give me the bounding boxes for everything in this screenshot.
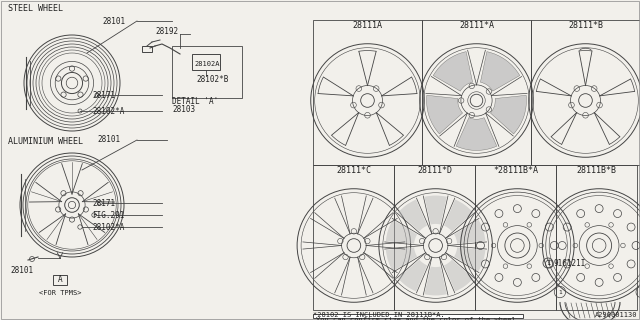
Text: <FOR TPMS>: <FOR TPMS> bbox=[39, 290, 81, 296]
Bar bbox=[53, 275, 67, 285]
Text: A: A bbox=[58, 276, 62, 284]
Text: 28111A: 28111A bbox=[353, 21, 383, 30]
Bar bbox=[313, 314, 523, 318]
Text: *28111B*A: *28111B*A bbox=[493, 166, 538, 175]
Text: 28111*C: 28111*C bbox=[336, 166, 371, 175]
Bar bbox=[556, 165, 637, 310]
Text: 28103: 28103 bbox=[172, 105, 195, 114]
Wedge shape bbox=[386, 220, 417, 244]
Wedge shape bbox=[456, 118, 497, 150]
Wedge shape bbox=[424, 267, 447, 295]
Bar bbox=[475, 165, 556, 310]
Wedge shape bbox=[481, 52, 520, 91]
Bar bbox=[142, 46, 152, 52]
Text: 28101: 28101 bbox=[10, 266, 33, 275]
Text: 28111B*B: 28111B*B bbox=[577, 166, 616, 175]
Text: FIG.291: FIG.291 bbox=[92, 211, 124, 220]
Wedge shape bbox=[386, 247, 417, 271]
Text: 28101: 28101 bbox=[97, 135, 120, 145]
Text: 28111*B: 28111*B bbox=[568, 21, 603, 30]
Text: A290001130: A290001130 bbox=[595, 312, 637, 318]
Text: 28171: 28171 bbox=[92, 198, 115, 207]
Wedge shape bbox=[454, 220, 485, 244]
Text: 28102A: 28102A bbox=[194, 61, 220, 67]
Bar bbox=[313, 20, 422, 165]
Text: 28171: 28171 bbox=[92, 91, 115, 100]
Wedge shape bbox=[490, 95, 527, 134]
Bar bbox=[192, 54, 220, 70]
Text: *28102 IS INCLUDED IN 28111B*A.: *28102 IS INCLUDED IN 28111B*A. bbox=[313, 312, 445, 318]
Text: 28102*A: 28102*A bbox=[92, 107, 124, 116]
Text: DETAIL 'A': DETAIL 'A' bbox=[172, 97, 218, 106]
Text: 28101: 28101 bbox=[102, 17, 125, 26]
Wedge shape bbox=[433, 52, 472, 91]
Text: 1: 1 bbox=[546, 260, 550, 266]
Wedge shape bbox=[398, 260, 427, 292]
Wedge shape bbox=[454, 247, 485, 271]
Bar bbox=[422, 20, 531, 165]
Text: 28192: 28192 bbox=[155, 27, 178, 36]
Wedge shape bbox=[444, 200, 474, 231]
Text: 28102*A: 28102*A bbox=[92, 222, 124, 231]
Wedge shape bbox=[424, 196, 447, 225]
Text: 916121I: 916121I bbox=[554, 259, 586, 268]
Text: 28111*D: 28111*D bbox=[417, 166, 452, 175]
Wedge shape bbox=[426, 95, 463, 134]
Bar bbox=[172, 46, 242, 98]
Wedge shape bbox=[444, 260, 474, 292]
Text: You can confirm size and the color of the wheel
by the [Wide range retrieval].
P: You can confirm size and the color of th… bbox=[316, 317, 516, 320]
Text: 28102*B: 28102*B bbox=[196, 76, 228, 84]
Bar bbox=[313, 165, 394, 310]
Text: STEEL WHEEL: STEEL WHEEL bbox=[8, 4, 63, 13]
Bar bbox=[394, 165, 475, 310]
Text: 28111*A: 28111*A bbox=[459, 21, 494, 30]
Bar bbox=[531, 20, 640, 165]
Text: 1: 1 bbox=[558, 290, 562, 294]
Wedge shape bbox=[398, 200, 427, 231]
Text: ALUMINIUM WHEEL: ALUMINIUM WHEEL bbox=[8, 137, 83, 146]
